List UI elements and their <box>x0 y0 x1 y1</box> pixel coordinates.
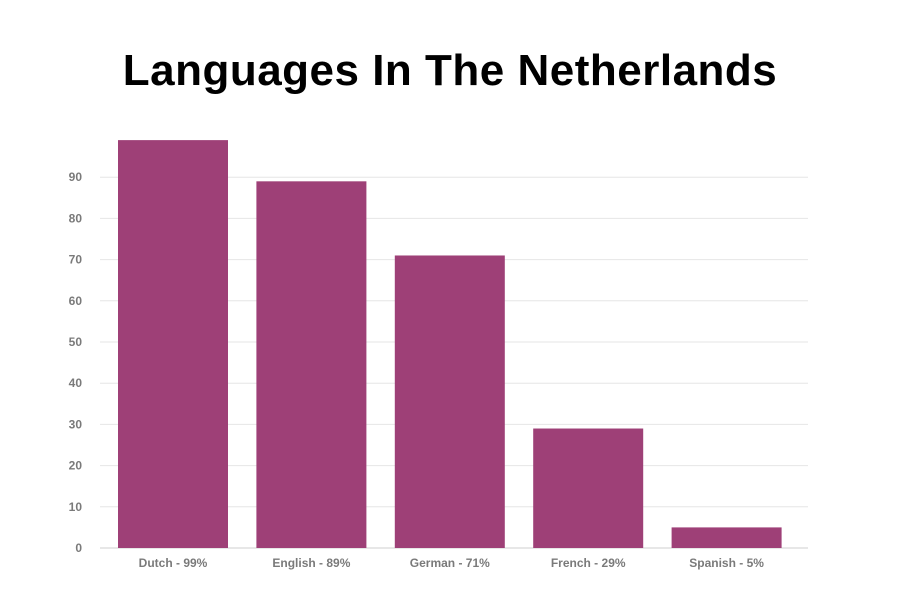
x-axis-labels: Dutch - 99% English - 89% German - 71% Fren… <box>139 556 765 570</box>
bar <box>671 527 782 548</box>
y-tick-label: 20 <box>69 459 83 473</box>
bar <box>256 181 367 548</box>
y-tick-label: 30 <box>69 417 83 431</box>
y-tick-label: 50 <box>69 335 83 349</box>
bars <box>118 140 782 549</box>
x-category-label: English - 89% <box>272 556 350 570</box>
x-category-label: German - 71% <box>410 556 490 570</box>
y-tick-label: 60 <box>69 294 83 308</box>
x-category-label: Spanish - 5% <box>689 556 764 570</box>
y-tick-label: 0 <box>75 541 82 555</box>
chart-title: Languages In The Netherlands <box>122 46 778 95</box>
x-category-label: French - 29% <box>551 556 626 570</box>
x-category-label: Dutch - 99% <box>139 556 208 570</box>
y-axis-ticks: 0 10 20 30 40 50 60 70 80 90 <box>69 170 83 555</box>
bar <box>118 140 228 548</box>
bar <box>394 255 505 549</box>
y-tick-label: 40 <box>69 376 83 390</box>
y-tick-label: 70 <box>69 253 83 267</box>
y-tick-label: 10 <box>69 500 83 514</box>
y-tick-label: 90 <box>69 170 83 184</box>
y-tick-label: 80 <box>69 211 83 225</box>
bar <box>533 428 644 548</box>
